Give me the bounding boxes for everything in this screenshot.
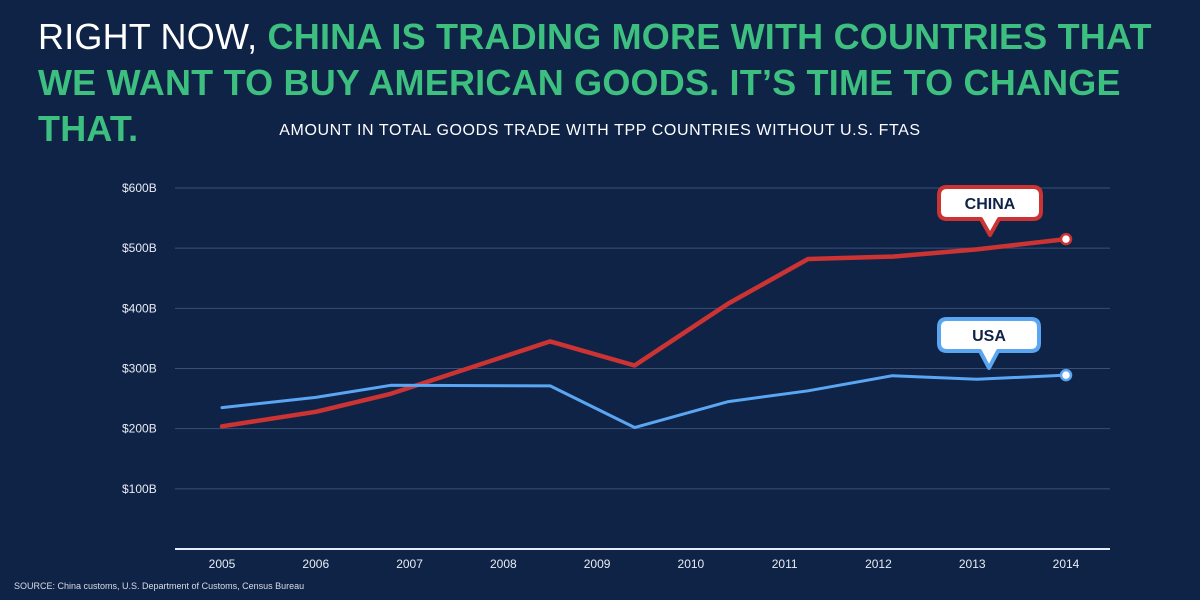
headline: RIGHT NOW, CHINA IS TRADING MORE WITH CO… bbox=[38, 14, 1188, 152]
x-tick-label: 2010 bbox=[678, 557, 705, 571]
callout-usa bbox=[937, 317, 1041, 370]
x-tick-label: 2014 bbox=[1053, 557, 1080, 571]
x-tick-label: 2012 bbox=[865, 557, 892, 571]
callout-label-usa: USA bbox=[972, 328, 1006, 345]
end-marker-china bbox=[1059, 232, 1073, 246]
callout-label-china: CHINA bbox=[965, 196, 1016, 213]
x-tick-label: 2008 bbox=[490, 557, 517, 571]
y-tick-label: $500B bbox=[122, 241, 157, 255]
series-line-china bbox=[219, 236, 1069, 429]
y-tick-label: $400B bbox=[122, 301, 157, 315]
y-tick-label: $100B bbox=[122, 482, 157, 496]
x-tick-label: 2009 bbox=[584, 557, 611, 571]
x-tick-label: 2007 bbox=[396, 557, 423, 571]
end-marker-usa bbox=[1059, 368, 1073, 382]
series-line-usa bbox=[220, 373, 1068, 429]
chart-title: AMOUNT IN TOTAL GOODS TRADE WITH TPP COU… bbox=[279, 122, 921, 139]
headline-accent: CHINA IS TRADING MORE WITH COUNTRIES THA… bbox=[38, 16, 1152, 149]
x-tick-label: 2013 bbox=[959, 557, 986, 571]
callout-china bbox=[937, 185, 1043, 237]
headline-plain: RIGHT NOW, bbox=[38, 16, 268, 57]
source-note: SOURCE: China customs, U.S. Department o… bbox=[14, 581, 305, 591]
x-tick-label: 2011 bbox=[772, 557, 798, 571]
y-tick-label: $300B bbox=[122, 362, 157, 376]
x-tick-label: 2005 bbox=[209, 557, 236, 571]
y-tick-label: $200B bbox=[122, 422, 157, 436]
x-tick-label: 2006 bbox=[302, 557, 329, 571]
y-tick-label: $600B bbox=[122, 181, 157, 195]
